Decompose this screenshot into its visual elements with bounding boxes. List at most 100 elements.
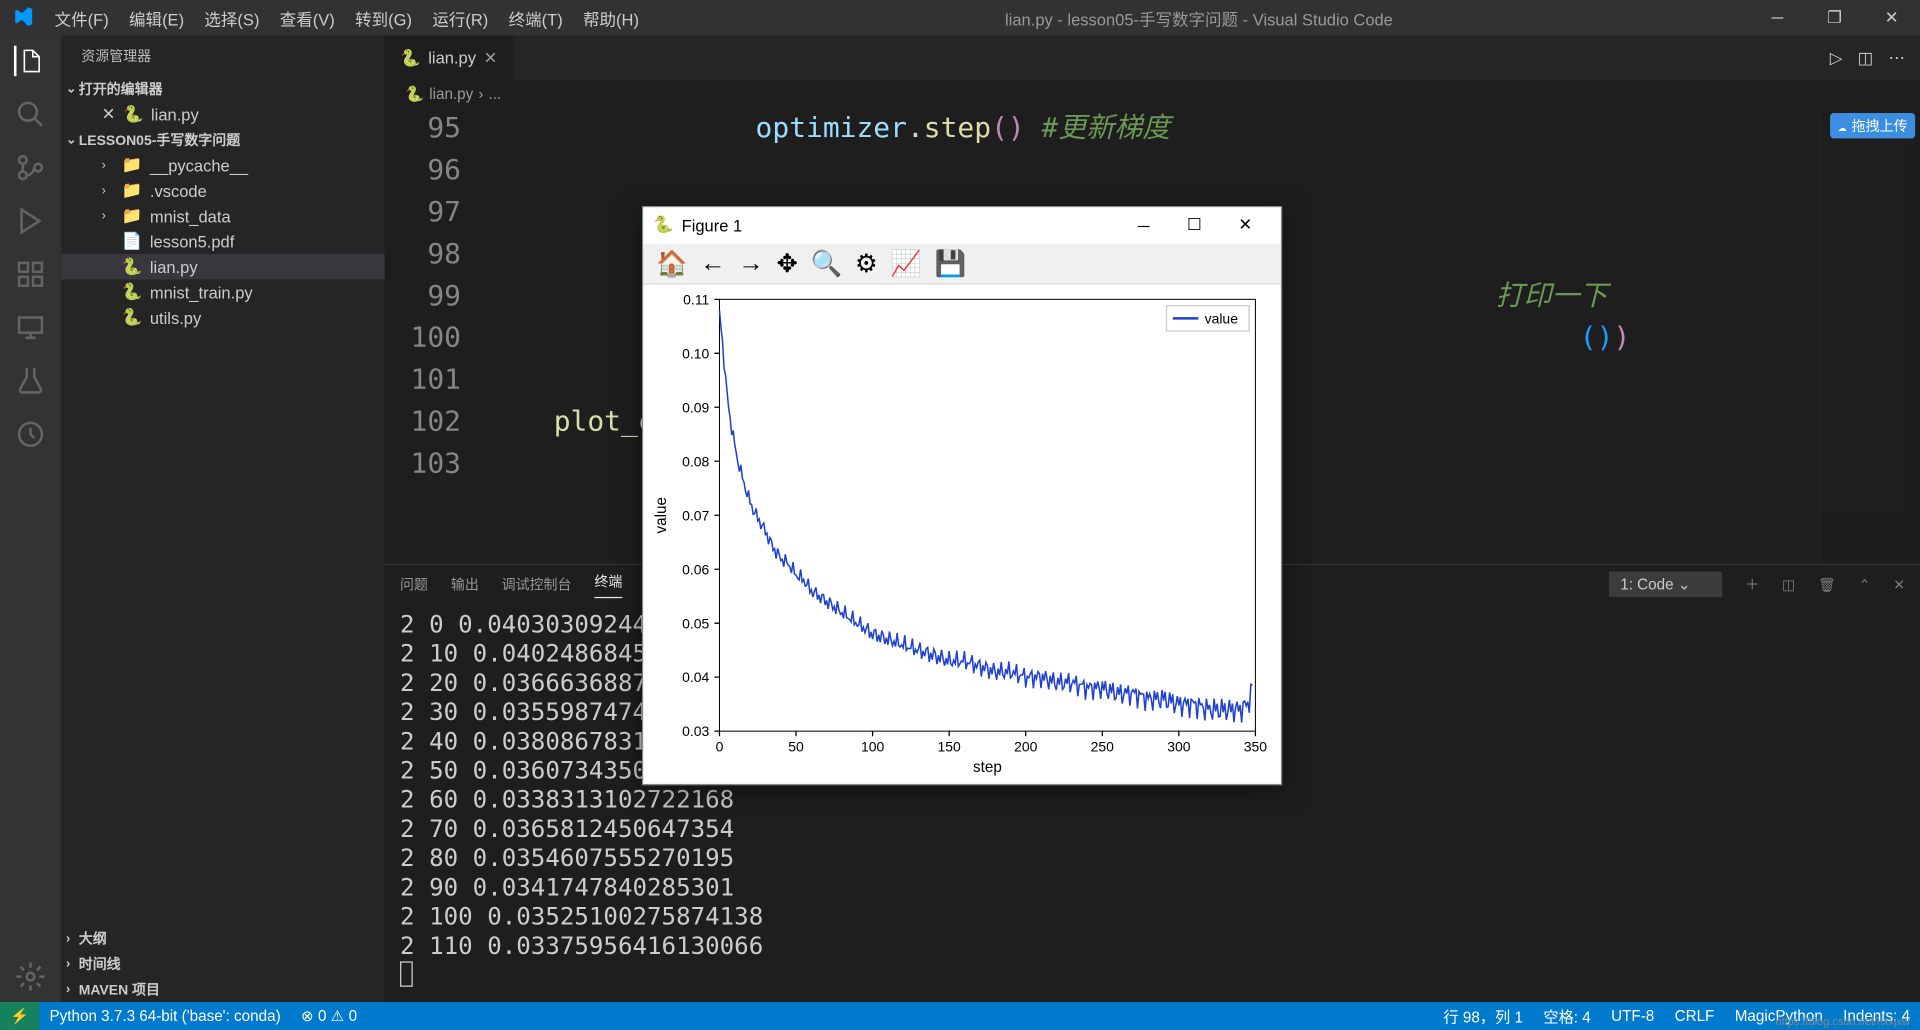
status-spaces[interactable]: 空格: 4 — [1533, 1005, 1601, 1027]
python-icon: 🐍 — [400, 48, 421, 68]
remote-icon[interactable] — [15, 312, 45, 342]
panel-tab[interactable]: 问题 — [400, 574, 428, 594]
timeline-icon[interactable] — [15, 419, 45, 449]
svg-text:250: 250 — [1091, 738, 1115, 754]
tree-item[interactable]: ›📁__pycache__ — [61, 152, 385, 177]
tree-item[interactable]: 🐍lian.py — [61, 254, 385, 279]
status-eol[interactable]: CRLF — [1664, 1007, 1724, 1025]
zoom-icon[interactable]: 🔍 — [810, 248, 842, 280]
title-bar: 文件(F)编辑(E)选择(S)查看(V)转到(G)运行(R)终端(T)帮助(H)… — [0, 0, 1920, 36]
svg-text:step: step — [973, 759, 1002, 776]
python-icon: 🐍 — [405, 85, 424, 103]
svg-text:0: 0 — [716, 738, 724, 754]
svg-text:350: 350 — [1244, 738, 1268, 754]
tree-item[interactable]: 📄lesson5.pdf — [61, 229, 385, 254]
back-icon[interactable]: ← — [700, 249, 725, 278]
file-icon: 🐍 — [122, 282, 142, 302]
open-editor-item[interactable]: ✕🐍lian.py — [61, 102, 385, 127]
tree-item[interactable]: ›📁mnist_data — [61, 203, 385, 228]
pan-icon[interactable]: ✥ — [777, 248, 798, 280]
svg-text:value: value — [1205, 310, 1239, 326]
tree-item[interactable]: 🐍mnist_train.py — [61, 279, 385, 304]
svg-text:0.07: 0.07 — [682, 507, 709, 523]
file-icon: 📄 — [122, 231, 142, 251]
panel-tab[interactable]: 调试控制台 — [502, 574, 572, 594]
close-button[interactable]: ✕ — [1220, 215, 1271, 235]
svg-text:0.06: 0.06 — [682, 561, 709, 577]
breadcrumb[interactable]: 🐍 lian.py › ... — [385, 80, 1920, 108]
minimize-button[interactable]: ─ — [1118, 216, 1169, 235]
menu-item[interactable]: 转到(G) — [345, 6, 422, 30]
settings-icon[interactable] — [15, 961, 45, 991]
upload-badge[interactable]: ☁ 拖拽上传 — [1831, 113, 1916, 138]
tab-bar: 🐍 lian.py ✕ ▷ ◫ ⋯ — [385, 36, 1920, 80]
configure-icon[interactable]: ⚙ — [855, 248, 878, 280]
search-icon[interactable] — [15, 99, 45, 129]
menu-item[interactable]: 运行(R) — [422, 6, 498, 30]
figure-window[interactable]: 🐍 Figure 1 ─ ☐ ✕ 🏠←→✥🔍⚙📈💾 05010015020025… — [642, 206, 1282, 785]
tree-item[interactable]: 🐍utils.py — [61, 305, 385, 330]
more-icon[interactable]: ⋯ — [1888, 48, 1905, 68]
explorer-icon[interactable] — [14, 46, 44, 76]
tab-lian-py[interactable]: 🐍 lian.py ✕ — [385, 36, 514, 80]
section-timeline[interactable]: ›时间线 — [61, 951, 385, 976]
status-encoding[interactable]: UTF-8 — [1601, 1007, 1665, 1025]
figure-toolbar: 🏠 ← → ✥ 🔍 ⚙ 📈 💾 — [643, 244, 1281, 285]
svg-text:50: 50 — [788, 738, 804, 754]
panel-tab[interactable]: 终端 — [594, 571, 622, 598]
menu-item[interactable]: 编辑(E) — [119, 6, 194, 30]
file-icon: 📁 — [122, 206, 142, 226]
maximize-button[interactable]: ☐ — [1169, 215, 1220, 235]
figure-titlebar[interactable]: 🐍 Figure 1 ─ ☐ ✕ — [643, 207, 1281, 243]
remote-indicator[interactable]: ⚡ — [0, 1002, 39, 1030]
extensions-icon[interactable] — [15, 259, 45, 289]
svg-text:300: 300 — [1167, 738, 1191, 754]
menu-item[interactable]: 文件(F) — [44, 6, 118, 30]
sidebar: 资源管理器 ⌄打开的编辑器 ✕🐍lian.py ⌄LESSON05-手写数字问题… — [61, 36, 385, 1002]
menu-item[interactable]: 查看(V) — [270, 6, 345, 30]
section-maven[interactable]: ›MAVEN 项目 — [61, 977, 385, 1002]
menu-item[interactable]: 帮助(H) — [573, 6, 649, 30]
close-icon[interactable]: ✕ — [484, 48, 498, 68]
file-icon: 🐍 — [122, 307, 142, 327]
source-control-icon[interactable] — [15, 152, 45, 182]
svg-text:0.03: 0.03 — [682, 723, 709, 739]
activity-bar — [0, 36, 61, 1002]
svg-text:0.10: 0.10 — [682, 345, 709, 361]
kill-terminal-icon[interactable]: 🗑 — [1818, 576, 1836, 593]
maximize-panel-icon[interactable]: ⌃ — [1859, 576, 1871, 593]
split-editor-icon[interactable]: ◫ — [1858, 48, 1874, 68]
close-icon[interactable]: ✕ — [102, 104, 116, 124]
python-icon: 🐍 — [123, 104, 143, 124]
new-terminal-icon[interactable]: ＋ — [1745, 574, 1759, 594]
file-icon: 🐍 — [122, 257, 142, 277]
status-problems[interactable]: ⊗ 0 ⚠ 0 — [291, 1007, 367, 1025]
run-icon[interactable]: ▷ — [1830, 48, 1843, 68]
maximize-button[interactable]: ❐ — [1806, 8, 1863, 28]
test-icon[interactable] — [15, 366, 45, 396]
home-icon[interactable]: 🏠 — [656, 248, 688, 280]
section-open-editors[interactable]: ⌄打开的编辑器 — [61, 76, 385, 101]
status-python[interactable]: Python 3.7.3 64-bit ('base': conda) — [39, 1007, 290, 1025]
split-terminal-icon[interactable]: ◫ — [1782, 576, 1795, 593]
minimize-button[interactable]: ─ — [1749, 8, 1806, 28]
menu-item[interactable]: 终端(T) — [498, 6, 572, 30]
status-cursor[interactable]: 行 98，列 1 — [1433, 1005, 1533, 1027]
close-panel-icon[interactable]: ✕ — [1893, 576, 1905, 593]
axes-icon[interactable]: 📈 — [890, 248, 922, 280]
forward-icon[interactable]: → — [738, 249, 763, 278]
terminal-selector[interactable]: 1: Code ⌄ — [1609, 572, 1723, 597]
section-outline[interactable]: ›大纲 — [61, 926, 385, 951]
svg-text:0.04: 0.04 — [682, 669, 709, 685]
section-project[interactable]: ⌄LESSON05-手写数字问题 — [61, 127, 385, 152]
menu-item[interactable]: 选择(S) — [194, 6, 269, 30]
save-icon[interactable]: 💾 — [935, 248, 967, 280]
tree-item[interactable]: ›📁.vscode — [61, 178, 385, 203]
panel-tab[interactable]: 输出 — [451, 574, 479, 594]
svg-text:100: 100 — [861, 738, 885, 754]
debug-icon[interactable] — [15, 206, 45, 236]
minimap[interactable] — [1819, 108, 1920, 564]
file-icon: 📁 — [122, 180, 142, 200]
svg-text:200: 200 — [1014, 738, 1038, 754]
close-button[interactable]: ✕ — [1863, 8, 1920, 28]
